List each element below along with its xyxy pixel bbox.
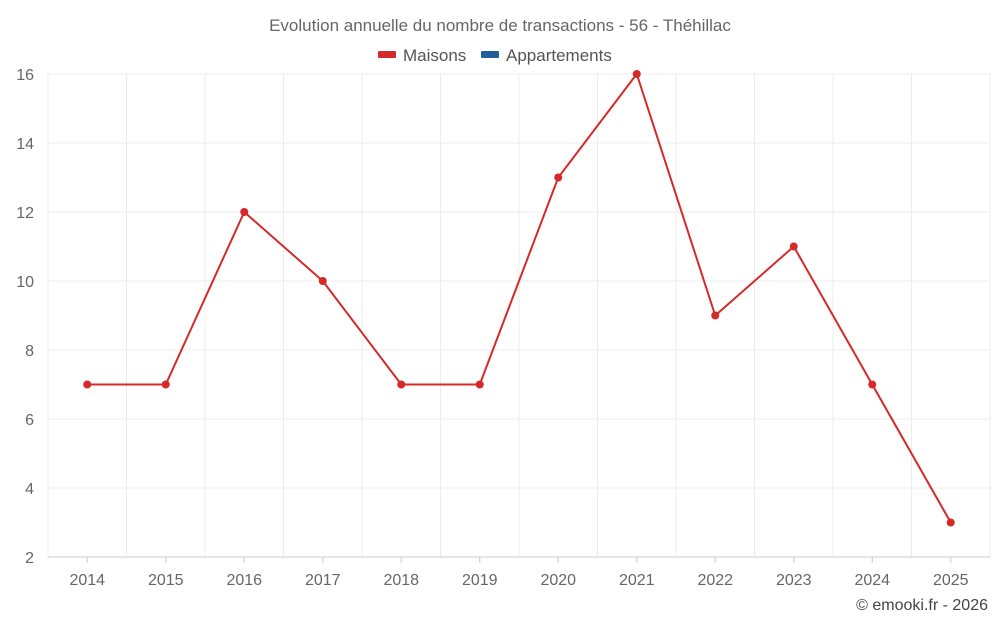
data-point[interactable] [161, 380, 170, 389]
y-tick-label: 10 [16, 274, 34, 291]
y-tick-label: 6 [25, 412, 34, 429]
x-tick-label: 2020 [540, 572, 576, 589]
legend-label-maisons: Maisons [403, 46, 466, 65]
x-tick-label: 2016 [226, 572, 262, 589]
legend-swatch-maisons [378, 51, 396, 58]
legend-item-maisons[interactable]: Maisons [378, 46, 466, 65]
data-point[interactable] [868, 380, 877, 389]
x-tick-label: 2018 [383, 572, 419, 589]
y-tick-label: 2 [25, 550, 34, 567]
data-point[interactable] [554, 173, 563, 182]
x-tick-label: 2021 [619, 572, 655, 589]
x-tick-label: 2015 [148, 572, 184, 589]
legend-label-appartements: Appartements [506, 46, 612, 65]
y-tick-label: 8 [25, 343, 34, 360]
y-axis: 2 4 6 8 10 12 14 16 [16, 67, 34, 567]
data-point[interactable] [83, 380, 92, 389]
data-point[interactable] [946, 518, 955, 527]
data-point[interactable] [711, 311, 720, 320]
credit-text: © emooki.fr - 2026 [856, 597, 988, 614]
data-point[interactable] [397, 380, 406, 389]
series-line [87, 73, 952, 523]
y-tick-label: 14 [16, 136, 34, 153]
y-tick-label: 4 [25, 481, 34, 498]
data-point[interactable] [318, 277, 327, 285]
x-tick-label: 2019 [462, 572, 498, 589]
series-maisons [83, 70, 955, 527]
legend: Maisons Appartements [378, 46, 612, 65]
data-point[interactable] [632, 70, 641, 78]
data-point[interactable] [240, 208, 249, 216]
chart-title: Evolution annuelle du nombre de transact… [269, 16, 731, 35]
y-tick-label: 12 [16, 205, 34, 222]
x-axis: 2014 2015 2016 2017 2018 2019 2020 2021 2022 2023… [48, 556, 990, 589]
x-tick-label: 2022 [697, 572, 733, 589]
x-tick-label: 2017 [305, 572, 341, 589]
data-point[interactable] [789, 242, 798, 251]
grid [47, 73, 991, 558]
legend-item-appartements[interactable]: Appartements [481, 46, 612, 65]
x-tick-label: 2025 [933, 572, 969, 589]
y-tick-label: 16 [16, 67, 34, 84]
x-tick-label: 2024 [854, 572, 890, 589]
legend-swatch-appartements [481, 51, 499, 58]
x-tick-label: 2023 [776, 572, 812, 589]
data-point[interactable] [475, 380, 484, 389]
x-tick-label: 2014 [69, 572, 105, 589]
